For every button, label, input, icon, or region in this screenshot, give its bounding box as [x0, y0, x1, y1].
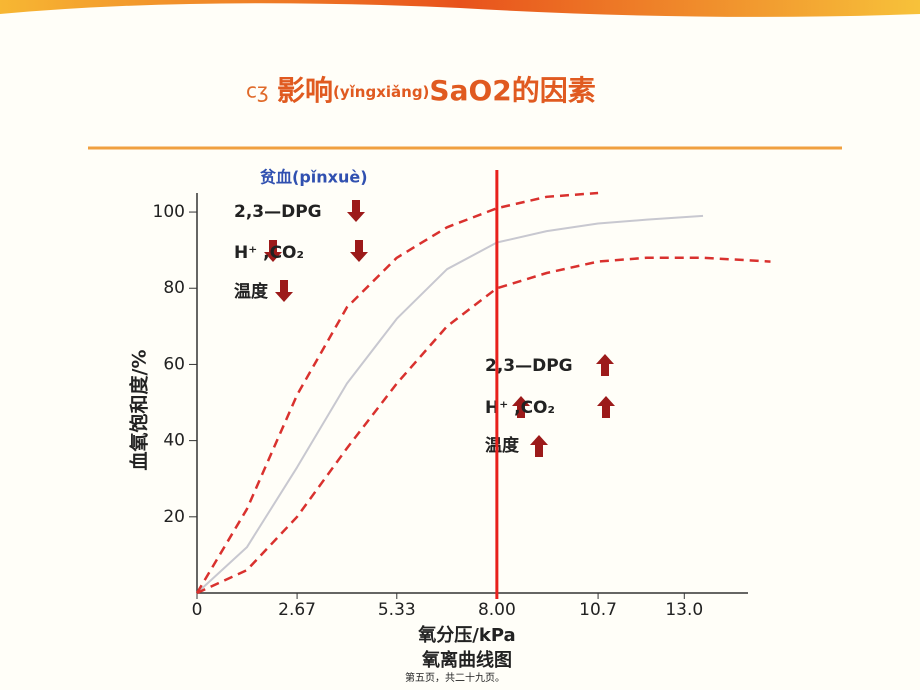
- slide-title: 影响(yǐngxiǎng)SaO2的因素: [277, 74, 596, 107]
- title-part: SaO2的因素: [429, 74, 595, 107]
- title-part: 影响: [277, 74, 333, 107]
- annotation: H⁺ ,CO₂: [234, 243, 304, 263]
- annotation: 贫血(pǐnxuè): [260, 168, 368, 187]
- x-tick-label: 13.0: [665, 600, 703, 620]
- x-tick-label: 8.00: [478, 600, 516, 620]
- x-tick-label: 0: [192, 600, 203, 620]
- y-axis-label: 血氧饱和度/%: [128, 350, 151, 471]
- footer: 第五页，共二十九页。: [405, 671, 505, 684]
- x-tick-label: 2.67: [278, 600, 316, 620]
- annotation: H⁺ ,CO₂: [485, 398, 555, 418]
- top-band: [0, 0, 920, 17]
- arrows: [264, 200, 615, 457]
- y-tick-label: 100: [153, 202, 185, 222]
- annotation: 温度: [234, 281, 269, 302]
- annotation: 2,3—DPG: [234, 202, 322, 222]
- y-tick-label: 20: [163, 507, 185, 527]
- x-tick-label: 5.33: [378, 600, 416, 620]
- curve: [195, 191, 599, 594]
- title-icon: ᴄʒ: [246, 79, 269, 103]
- curve: [196, 214, 704, 594]
- x-axis-label: 氧分压/kPa: [417, 624, 515, 646]
- x-tick-label: 10.7: [579, 600, 617, 620]
- y-tick-label: 60: [163, 354, 185, 374]
- caption: 氧离曲线图: [421, 649, 512, 671]
- y-tick-label: 80: [163, 278, 185, 298]
- annotation: 2,3—DPG: [485, 356, 573, 376]
- y-tick-label: 40: [163, 431, 185, 451]
- annotation: 温度: [485, 435, 520, 456]
- title-part: (yǐngxiǎng): [333, 83, 429, 101]
